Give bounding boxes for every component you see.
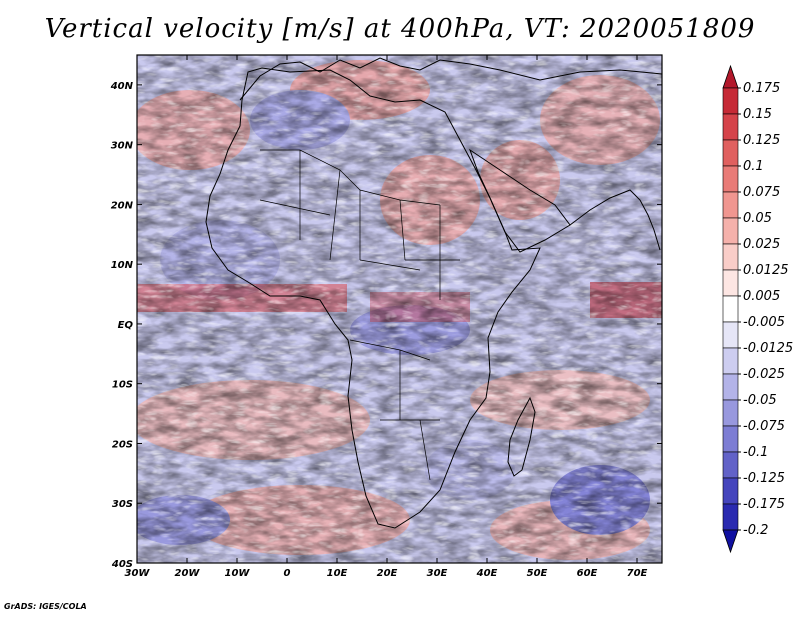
colorbar-swatch [722, 165, 739, 193]
lon-tick-label: 30E [427, 568, 448, 579]
colorbar-swatch [722, 373, 739, 401]
lon-tick-label: 30W [125, 568, 151, 579]
colorbar-level-label: -0.175 [743, 497, 785, 512]
colorbar-swatch [722, 269, 739, 297]
lat-tick-label: 30N [111, 141, 134, 152]
colorbar-level-label: -0.075 [743, 419, 785, 434]
lat-tick-label: EQ [118, 320, 134, 331]
colorbar-level-label: 0.05 [743, 211, 772, 226]
colorbar-swatch [722, 113, 739, 141]
colorbar-swatch [722, 321, 739, 349]
arabia-coastline [469, 148, 571, 253]
colorbar-swatch [722, 477, 739, 505]
lat-tick-label: 40S [111, 559, 133, 570]
colorbar-level-label: -0.005 [743, 315, 785, 330]
colorbar-swatch [722, 191, 739, 219]
colorbar-level-label: 0.0125 [743, 263, 789, 278]
colorbar-level-label: 0.175 [743, 81, 780, 96]
colorbar-level-label: -0.125 [743, 471, 785, 486]
colorbar-swatch [722, 243, 739, 271]
colorbar-swatch [722, 295, 739, 323]
lat-tick-label: 10S [112, 380, 133, 391]
velocity-field [137, 55, 662, 563]
colorbar: 0.175 0.15 0.125 0.1 0.075 0.05 0.025 0.0125 0.0… [722, 64, 793, 554]
colorbar-level-label: 0.15 [743, 107, 772, 122]
colorbar-swatch [722, 217, 739, 245]
colorbar-swatch [722, 347, 739, 375]
colorbar-level-label: -0.0125 [743, 341, 793, 356]
asia-coastline [569, 189, 661, 251]
lon-tick-label: 20W [175, 568, 201, 579]
colorbar-level-label: 0.075 [743, 185, 780, 200]
lat-axis: 40N 30N 20N 10N EQ 10S 20S 30S 40S [110, 81, 662, 570]
madagascar-coastline [507, 396, 536, 477]
colorbar-top-arrow [722, 64, 739, 89]
colorbar-swatch [722, 503, 739, 531]
plot-frame [136, 54, 663, 564]
europe-coastline [239, 57, 663, 101]
lon-tick-label: 70E [627, 568, 648, 579]
colorbar-level-label: -0.2 [743, 523, 768, 538]
lat-tick-label: 20S [112, 439, 133, 450]
colorbar-level-label: 0.005 [743, 289, 780, 304]
chart-title: Vertical velocity [m/s] at 400hPa, VT: 2… [44, 14, 756, 44]
lon-tick-label: 40E [476, 568, 498, 579]
lat-tick-label: 40N [110, 81, 134, 92]
colorbar-swatch [722, 425, 739, 453]
colorbar-level-label: 0.125 [743, 133, 780, 148]
lon-tick-label: 0 [284, 568, 291, 579]
lat-tick-label: 30S [112, 499, 133, 510]
africa-coastline [205, 67, 541, 529]
colorbar-level-label: 0.025 [743, 237, 780, 252]
colorbar-level-label: 0.1 [743, 159, 764, 174]
lon-tick-label: 10W [225, 568, 251, 579]
colorbar-swatch [722, 87, 739, 115]
lon-tick-label: 60E [577, 568, 598, 579]
colorbar-level-label: -0.05 [743, 393, 777, 408]
colorbar-bottom-arrow [722, 529, 739, 554]
lat-tick-label: 20N [111, 200, 134, 211]
coastlines [205, 57, 663, 529]
country-borders [259, 149, 460, 481]
colorbar-swatch [722, 399, 739, 427]
lat-tick-label: 10N [111, 260, 134, 271]
lon-tick-label: 10E [327, 568, 348, 579]
lon-axis: 30W 20W 10W 0 10E 20E 30E 40E 50E 60E 70E [125, 55, 648, 579]
colorbar-level-label: -0.025 [743, 367, 785, 382]
grads-credit: GrADS: IGES/COLA [4, 602, 87, 611]
colorbar-swatch [722, 139, 739, 167]
colorbar-swatch [722, 451, 739, 479]
lon-tick-label: 20E [377, 568, 398, 579]
colorbar-level-label: -0.1 [743, 445, 768, 460]
lon-tick-label: 50E [527, 568, 548, 579]
